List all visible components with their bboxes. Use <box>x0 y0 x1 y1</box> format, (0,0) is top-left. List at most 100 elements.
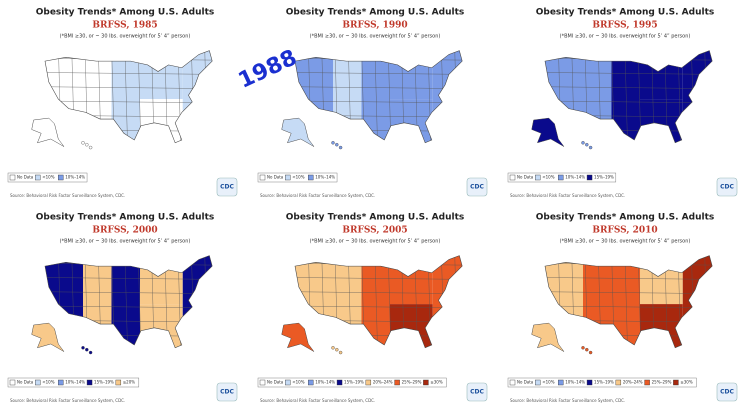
lower-48 <box>295 255 463 348</box>
region <box>583 255 612 348</box>
legend-label: No Data <box>17 380 34 385</box>
map-panel: Obesity Trends* Among U.S. Adults BRFSS, … <box>507 8 738 198</box>
region <box>140 50 183 100</box>
region <box>83 255 112 348</box>
cdc-logo-box <box>466 177 488 197</box>
us-outline <box>544 50 713 144</box>
hawaii <box>88 145 93 150</box>
panel-title: Obesity Trends* Among U.S. Adults <box>36 8 215 18</box>
state-border <box>545 72 713 75</box>
legend-label: 15%–19% <box>594 175 614 180</box>
alaska <box>31 117 65 147</box>
legend-label: 10%–14% <box>315 175 335 180</box>
us-map <box>31 50 213 150</box>
legend-label: <10% <box>292 380 304 385</box>
hawaii <box>585 142 589 147</box>
legend-swatch <box>86 379 93 386</box>
legend-label: ≥20% <box>123 380 135 385</box>
state-border <box>45 305 213 309</box>
us-outline <box>544 255 713 349</box>
state-border <box>545 305 713 309</box>
cdc-logo-box <box>466 382 488 402</box>
legend-swatch <box>423 379 429 386</box>
legend-swatch <box>336 379 343 386</box>
lower-48 <box>45 50 213 143</box>
legend-swatch <box>558 174 564 181</box>
state-border <box>545 86 713 89</box>
state-border <box>374 255 378 348</box>
region <box>640 50 683 100</box>
legend-swatch <box>9 174 16 181</box>
legend-swatch <box>58 174 64 181</box>
panel-year: BRFSS, 2000 <box>92 226 157 236</box>
us-map <box>281 255 463 355</box>
region <box>140 99 183 143</box>
legend-frame <box>257 172 338 183</box>
legend-frame <box>257 377 447 388</box>
alaska <box>281 117 315 147</box>
legend-swatch <box>558 379 564 386</box>
hawaii <box>335 347 339 352</box>
legend-swatch <box>394 379 400 386</box>
legend-label: 10%–14% <box>315 380 335 385</box>
state-border <box>45 291 213 294</box>
panel-note: (*BMI ≥30, or ~ 30 lbs. overweight for 5… <box>60 34 191 40</box>
region <box>140 255 183 305</box>
state-border <box>295 72 463 75</box>
cdc-logo-box <box>216 382 238 402</box>
hawaii <box>85 347 89 352</box>
legend: No Data <10% 10%–14% 15%–19% ≥20% <box>7 377 140 388</box>
panel-note: (*BMI ≥30, or ~ 30 lbs. overweight for 5… <box>560 34 691 40</box>
state-border <box>124 255 128 348</box>
region <box>333 50 362 143</box>
state-border <box>374 50 378 143</box>
us-outline <box>294 50 463 144</box>
source-note: Source: Behavioral Risk Factor Surveilla… <box>260 398 375 403</box>
legend-swatch <box>509 174 516 181</box>
panel-note: (*BMI ≥30, or ~ 30 lbs. overweight for 5… <box>60 239 191 245</box>
legend-swatch <box>365 379 372 386</box>
region <box>390 304 433 348</box>
legend-label: <10% <box>542 175 554 180</box>
cdc-logo-text: CDC <box>220 184 234 191</box>
lower-48 <box>295 50 463 143</box>
alaska <box>31 322 65 352</box>
region <box>333 255 362 348</box>
region <box>682 255 713 348</box>
hawaii <box>588 350 593 355</box>
region <box>611 255 640 348</box>
region <box>111 255 140 348</box>
region <box>83 50 112 143</box>
source-note: Source: Behavioral Risk Factor Surveilla… <box>510 193 625 198</box>
legend-swatch <box>535 379 541 386</box>
cdc-logo-text: CDC <box>470 184 484 191</box>
us-map <box>531 255 713 355</box>
region <box>390 99 433 143</box>
state-border <box>45 86 213 89</box>
region <box>432 50 463 143</box>
legend-frame <box>7 377 140 388</box>
us-map <box>31 255 213 355</box>
map-panel: Obesity Trends* Among U.S. Adults BRFSS, … <box>257 8 488 198</box>
legend: No Data <10% 10%–14% 15%–19% 20%–24% 25%–29% ≥… <box>507 377 697 388</box>
legend-swatch <box>259 379 266 386</box>
cdc-logo-box <box>216 177 238 197</box>
hawaii <box>581 141 585 145</box>
state-border <box>545 277 713 280</box>
region <box>640 304 683 348</box>
legend-label: 10%–14% <box>565 380 585 385</box>
legend-label: <10% <box>292 175 304 180</box>
hawaii <box>581 346 585 350</box>
alaska <box>531 117 565 147</box>
legend-label: No Data <box>517 380 534 385</box>
hawaii <box>85 142 89 147</box>
panel-title: Obesity Trends* Among U.S. Adults <box>536 213 715 223</box>
panel-year: BRFSS, 1990 <box>342 21 407 31</box>
legend-label: No Data <box>517 175 534 180</box>
state-border <box>295 86 463 89</box>
us-outline <box>44 255 213 349</box>
legend-label: 20%–24% <box>373 380 393 385</box>
cdc-logo-text: CDC <box>220 389 234 396</box>
state-border <box>45 100 213 104</box>
